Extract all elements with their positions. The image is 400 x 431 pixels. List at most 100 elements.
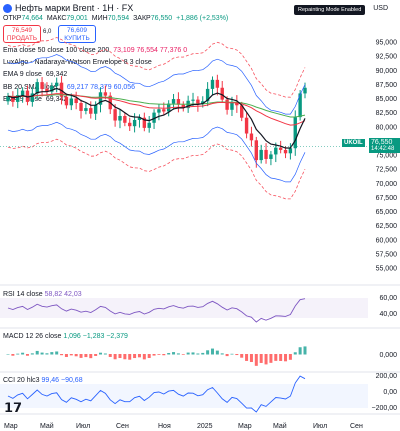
- time-axis-label: Май: [40, 422, 54, 430]
- macd-histogram-bar: [303, 346, 307, 355]
- candle-body: [40, 82, 44, 89]
- ohlc-low-key: МИН: [91, 15, 108, 22]
- macd-histogram-bar: [128, 354, 132, 360]
- time-axis-label: Мар: [238, 423, 252, 430]
- macd-histogram-bar: [35, 350, 39, 355]
- time-axis-label: Ноя: [158, 423, 171, 430]
- ohlc-close-value: 76,550: [150, 15, 173, 22]
- macd-histogram-bar: [201, 352, 205, 355]
- envelope-lower-line: [7, 138, 306, 200]
- macd-histogram-bar: [84, 354, 88, 358]
- mode-badge: Repainting Mode Enabled: [294, 5, 366, 15]
- macd-histogram-bar: [186, 352, 190, 355]
- indicator-legend-envelope[interactable]: LuxAlgo - Nadaraya-Watson Envelope 8 3 c…: [3, 59, 152, 66]
- macd-histogram-bar: [94, 354, 98, 356]
- price-axis-label: 60,000: [376, 237, 398, 244]
- candle-body: [181, 104, 185, 109]
- candle-body: [103, 92, 108, 96]
- price-axis-label: 80,000: [376, 124, 398, 131]
- candle-body: [132, 119, 137, 127]
- sell-price: 76,549: [12, 27, 32, 34]
- time-axis-label: Мар: [4, 423, 18, 430]
- candle-body: [230, 101, 234, 110]
- candle-body: [278, 147, 283, 150]
- candle-body: [210, 79, 215, 89]
- cci-axis-label: −200,00: [372, 405, 398, 412]
- time-axis-label: 2025: [197, 423, 213, 430]
- ohlc-open-key: ОТКР: [3, 15, 22, 22]
- macd-histogram-bar: [279, 354, 283, 361]
- symbol-price-tag: UKOIL: [342, 139, 365, 147]
- macd-histogram-bar: [162, 354, 166, 356]
- candle-body: [269, 154, 273, 159]
- candle-body: [113, 109, 117, 121]
- price-axis-label: 82,500: [376, 110, 398, 117]
- macd-histogram-bar: [40, 352, 44, 355]
- indicator-legend-ema[interactable]: Ema close 50 close 100 close 200 73,109 …: [3, 47, 187, 54]
- buy-button[interactable]: 76,609 КУПИТЬ: [58, 25, 96, 43]
- macd-label: MACD 12 26 close: [3, 333, 62, 340]
- candle-body: [118, 116, 122, 121]
- macd-histogram-bar: [11, 354, 15, 356]
- macd-histogram-bar: [60, 354, 64, 356]
- macd-histogram-bar: [249, 354, 253, 363]
- tradingview-logo[interactable]: 𝟭𝟳: [4, 400, 23, 415]
- candle-body: [254, 140, 259, 161]
- macd-histogram-bar: [55, 351, 59, 355]
- rsi-axis-label: 40,00: [379, 311, 397, 318]
- macd-histogram-bar: [167, 352, 171, 355]
- ohlc-open-value: 74,664: [21, 15, 43, 22]
- bb-upper-line: [7, 54, 306, 115]
- macd-histogram-bar: [89, 354, 93, 359]
- cci-values: 99,46 −90,68: [41, 377, 83, 384]
- spread-value: 6,0: [43, 29, 52, 35]
- candle-body: [220, 87, 224, 100]
- macd-histogram-bar: [284, 354, 288, 362]
- indicator-values: 69,342: [45, 96, 68, 103]
- ohlc-change-value: +1,886 (+2,53%): [176, 15, 229, 22]
- instrument-title[interactable]: Нефть марки Brent · 1H · FX: [3, 3, 133, 13]
- sell-button[interactable]: 76,549 ПРОДАТЬ: [3, 25, 41, 43]
- macd-histogram-bar: [64, 354, 68, 357]
- macd-histogram-bar: [196, 353, 200, 355]
- indicator-legend-ema9[interactable]: EMA 9 close 69,342: [3, 71, 67, 78]
- macd-histogram-bar: [133, 354, 137, 359]
- rsi-legend[interactable]: RSI 14 close 58,82 42,03: [3, 291, 82, 298]
- macd-legend[interactable]: MACD 12 26 close 1,096 −1,283 −2,379: [3, 333, 128, 340]
- ohlc-low-value: 70,594: [107, 15, 130, 22]
- macd-histogram-bar: [181, 354, 185, 355]
- cci-legend[interactable]: CCI 20 hlc3 99,46 −90,68: [3, 377, 83, 384]
- candle-body: [191, 99, 195, 101]
- cci-label: CCI 20 hlc3: [3, 377, 40, 384]
- macd-histogram-bar: [137, 354, 141, 358]
- time-axis-label: Сен: [350, 423, 363, 430]
- buy-price: 76,609: [67, 27, 87, 34]
- instrument-icon: [3, 3, 12, 13]
- ema9-line: [7, 87, 306, 149]
- ohlc-readout: ОТКР74,664 МАКС79,001 МИН70,594 ЗАКР76,5…: [3, 15, 230, 22]
- price-axis-label: 62,500: [376, 223, 398, 230]
- candle-body: [59, 82, 64, 97]
- candle-body: [93, 104, 98, 114]
- macd-histogram-bar: [152, 354, 156, 356]
- bb-lower-line: [7, 121, 306, 183]
- currency-label[interactable]: USD: [373, 5, 388, 12]
- indicator-label: Ema close 50 close 100 close 200: [3, 47, 110, 54]
- candle-body: [235, 101, 239, 106]
- price-axis-label: 67,500: [376, 195, 398, 202]
- macd-histogram-bar: [108, 354, 112, 357]
- macd-histogram-bar: [269, 354, 273, 363]
- price-axis-label: 90,000: [376, 68, 398, 75]
- price-axis-label: 72,500: [376, 167, 398, 174]
- macd-histogram-bar: [74, 354, 78, 357]
- candle-body: [64, 96, 69, 106]
- macd-axis-label: 0,000: [379, 352, 397, 359]
- candle-body: [50, 86, 54, 92]
- candle-body: [35, 82, 39, 94]
- rsi-line: [7, 298, 306, 323]
- macd-histogram-bar: [99, 352, 103, 355]
- candle-body: [79, 103, 83, 111]
- cci-axis-label: 0,00: [383, 389, 397, 396]
